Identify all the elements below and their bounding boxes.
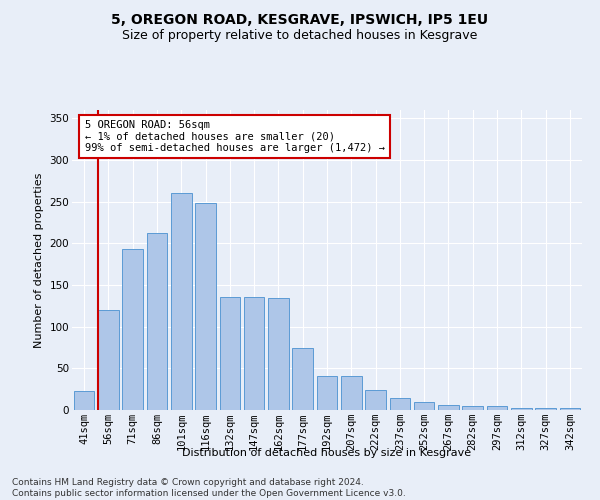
Bar bbox=[146, 232, 167, 410]
Bar bbox=[317, 376, 337, 410]
Bar bbox=[487, 406, 508, 410]
Bar bbox=[122, 249, 143, 410]
Bar bbox=[463, 406, 483, 410]
Bar bbox=[365, 390, 386, 410]
Bar bbox=[535, 408, 556, 410]
Bar bbox=[74, 391, 94, 410]
Bar bbox=[98, 310, 119, 410]
Text: Distribution of detached houses by size in Kesgrave: Distribution of detached houses by size … bbox=[182, 448, 472, 458]
Bar bbox=[389, 398, 410, 410]
Bar bbox=[244, 296, 265, 410]
Bar bbox=[341, 376, 362, 410]
Bar bbox=[195, 204, 216, 410]
Bar bbox=[220, 296, 240, 410]
Text: Size of property relative to detached houses in Kesgrave: Size of property relative to detached ho… bbox=[122, 29, 478, 42]
Bar bbox=[438, 405, 459, 410]
Bar bbox=[414, 402, 434, 410]
Text: Contains HM Land Registry data © Crown copyright and database right 2024.
Contai: Contains HM Land Registry data © Crown c… bbox=[12, 478, 406, 498]
Bar bbox=[171, 194, 191, 410]
Bar bbox=[268, 298, 289, 410]
Bar bbox=[292, 348, 313, 410]
Y-axis label: Number of detached properties: Number of detached properties bbox=[34, 172, 44, 348]
Text: 5, OREGON ROAD, KESGRAVE, IPSWICH, IP5 1EU: 5, OREGON ROAD, KESGRAVE, IPSWICH, IP5 1… bbox=[112, 12, 488, 26]
Bar bbox=[560, 408, 580, 410]
Text: 5 OREGON ROAD: 56sqm
← 1% of detached houses are smaller (20)
99% of semi-detach: 5 OREGON ROAD: 56sqm ← 1% of detached ho… bbox=[85, 120, 385, 153]
Bar bbox=[511, 408, 532, 410]
